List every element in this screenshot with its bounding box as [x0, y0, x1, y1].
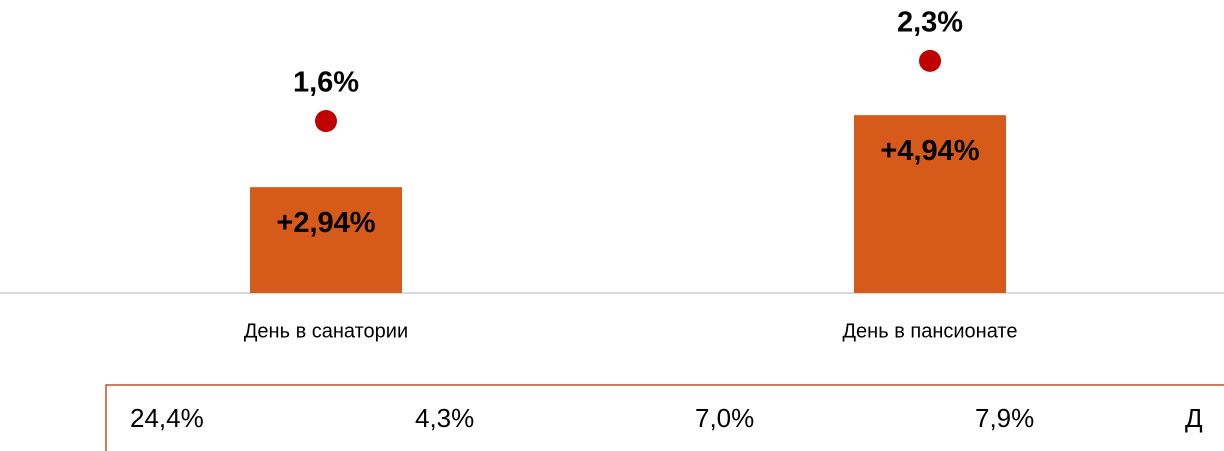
x-tick-label: День в пансионате — [843, 320, 1018, 342]
table-cell: 7,0% — [695, 403, 754, 433]
x-tick-label: День в санатории — [244, 320, 408, 342]
marker — [919, 49, 941, 72]
bar — [250, 187, 402, 293]
table-border — [105, 384, 1224, 451]
marker-label: 1,6% — [293, 67, 359, 99]
bar — [854, 115, 1006, 293]
bar-label: +4,94% — [880, 135, 979, 167]
marker — [315, 110, 337, 133]
table-cell: 24,4% — [130, 403, 204, 433]
table-cell: 7,9% — [975, 403, 1034, 433]
table-cell: 4,3% — [415, 403, 474, 433]
bar-label: +2,94% — [276, 207, 375, 239]
table-cell: Д — [1185, 403, 1203, 433]
marker-label: 2,3% — [897, 7, 963, 39]
